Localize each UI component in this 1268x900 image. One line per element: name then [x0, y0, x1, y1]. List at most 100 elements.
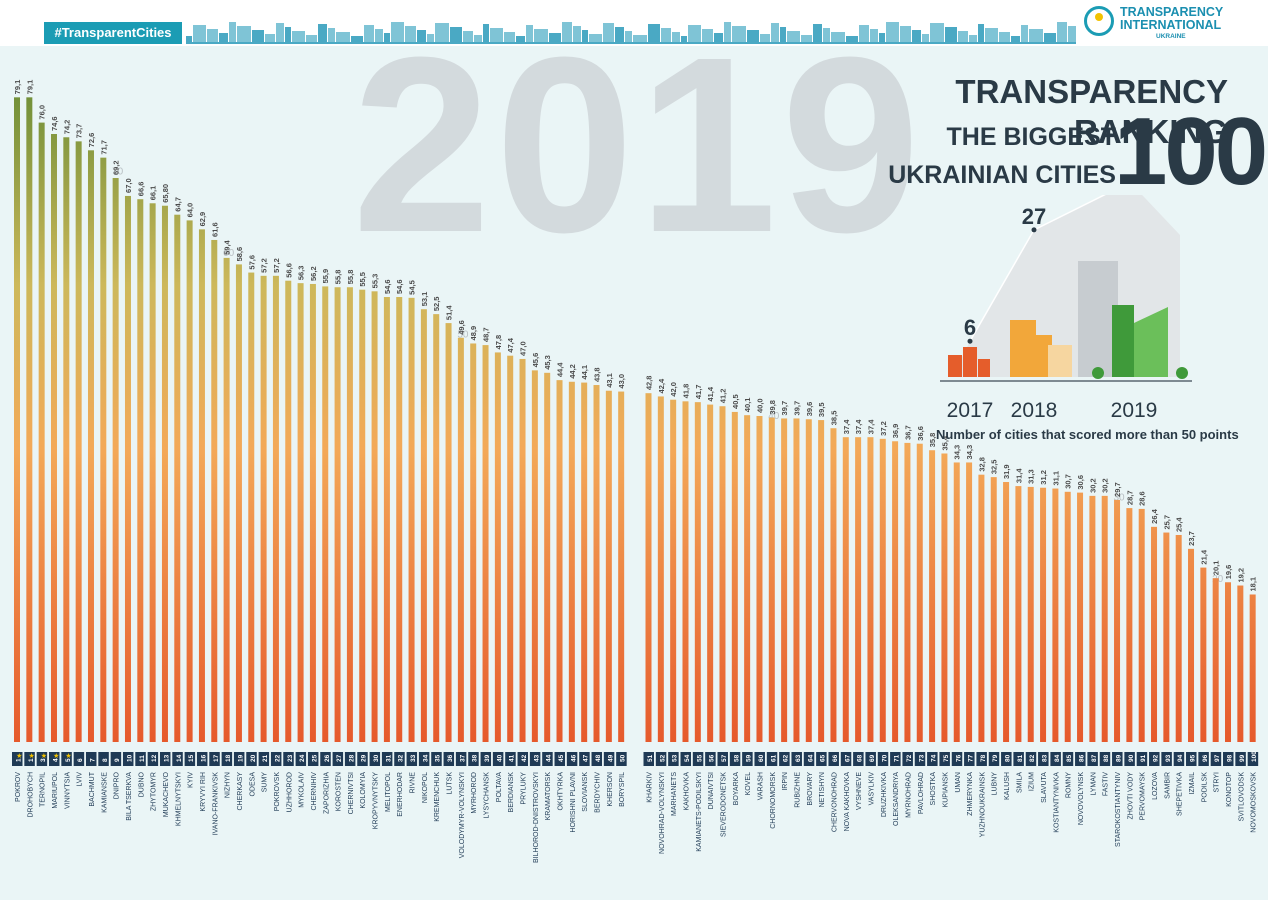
value-label: 35,4 [940, 435, 949, 450]
rank-label: 66 [832, 754, 839, 762]
value-label: 57,6 [247, 255, 256, 270]
skyline-building [879, 33, 885, 44]
rank-label: 19 [237, 754, 244, 762]
rank-box [1038, 752, 1049, 766]
rank-label: 6 [77, 758, 84, 762]
bar [892, 441, 899, 742]
value-label: 31,4 [1014, 468, 1023, 483]
rank-label: 65 [820, 754, 827, 762]
city-label: MARHANETS [671, 772, 678, 816]
city-label: BILA TSERKVA [126, 772, 133, 821]
bar [309, 283, 316, 742]
background-year: 2019 [352, 5, 925, 284]
skyline-building [846, 36, 858, 44]
skyline-building [252, 30, 264, 44]
value-label: 72,6 [87, 133, 96, 148]
value-label: 39,6 [805, 402, 814, 417]
skyline-building [474, 35, 482, 44]
rank-box [791, 752, 802, 766]
value-label: 28,6 [1138, 491, 1147, 506]
value-label: 39,5 [817, 402, 826, 417]
skyline-building [714, 33, 723, 44]
skyline-building [463, 31, 473, 44]
rank-box [754, 752, 765, 766]
value-label: 55,5 [358, 272, 367, 287]
value-label: 31,9 [1002, 464, 1011, 479]
reference-label: 30 [1113, 493, 1125, 504]
bar [1175, 534, 1182, 742]
value-label: 40,1 [743, 398, 752, 413]
skyline-building [1044, 33, 1056, 44]
inset-caption: Number of cities that scored more than 5… [936, 427, 1239, 442]
city-label: DNIPRO [114, 771, 121, 799]
rank-label: 74 [931, 754, 938, 762]
inset-tree [1176, 367, 1188, 379]
rank-label: 38 [472, 754, 479, 762]
rank-label: 82 [1029, 754, 1036, 762]
rank-label: 7 [89, 758, 96, 762]
rank-label: 46 [570, 754, 577, 762]
skyline-building [336, 32, 350, 44]
bar [581, 382, 588, 742]
bar [14, 97, 20, 742]
bar [531, 370, 538, 742]
value-label: 79,1 [13, 80, 22, 95]
skyline-building [516, 36, 525, 44]
rank-box [1247, 752, 1259, 766]
rank-label: 1 [16, 758, 23, 762]
value-label: 66,6 [136, 182, 145, 197]
city-label: NOVOMOSKOVSK [1251, 772, 1258, 833]
city-label: KHERSON [607, 772, 614, 807]
rank-box [914, 752, 926, 766]
skyline-building [405, 26, 416, 44]
skyline-building [1029, 29, 1043, 44]
city-label: KROPYVNYTSKY [373, 772, 380, 830]
value-label: 59,4 [223, 239, 232, 254]
rank-label: 73 [918, 754, 925, 762]
reference-label: 70 [112, 167, 124, 178]
skyline-building [450, 27, 462, 44]
logo-mark-icon [1084, 6, 1114, 36]
bar [855, 437, 862, 742]
rank-box [951, 752, 963, 766]
bar [1138, 508, 1145, 742]
skyline-building [193, 25, 206, 44]
skyline-building [681, 36, 687, 44]
value-label: 19,6 [1224, 565, 1233, 580]
hashtag-badge: #TransparentCities [44, 22, 182, 44]
transparency-international-logo: TRANSPARENCY INTERNATIONAL UKRAINE [1084, 4, 1264, 44]
value-label: 19,2 [1236, 568, 1245, 583]
title-line2: THE BIGGEST [946, 123, 1116, 151]
value-label: 30,2 [1101, 478, 1110, 493]
rank-box [320, 752, 331, 766]
rank-box [344, 752, 356, 766]
value-label: 71,7 [99, 140, 108, 155]
rank-label: 34 [422, 754, 429, 762]
city-label: BERDIANSK [508, 772, 515, 813]
rank-label: 58 [733, 754, 740, 762]
bar [1114, 499, 1121, 742]
bar [75, 141, 82, 743]
city-label: BILHOROD-DNISTROVSKYI [533, 772, 540, 863]
rank-label: 93 [1165, 754, 1172, 762]
rank-label: 86 [1079, 754, 1086, 762]
value-label: 41,4 [706, 386, 715, 401]
rank-box [1075, 752, 1086, 766]
city-label: ZAPORIZHIA [323, 772, 330, 814]
city-label: PERVOMAYSK [1140, 772, 1147, 821]
bar [396, 297, 403, 742]
city-label: DROHOBYCH [27, 772, 34, 818]
rank-box [803, 752, 815, 766]
city-label: KALUSH [1004, 772, 1011, 800]
city-label: KOROSTEN [336, 772, 343, 811]
skyline-building [886, 22, 899, 44]
city-label: ZHOVTI VODY [1127, 772, 1134, 820]
skyline-building [958, 31, 968, 44]
skyline-building [435, 23, 449, 44]
city-label: MUKACHEVO [163, 771, 170, 817]
skyline-building [490, 28, 503, 44]
skyline-building [625, 31, 632, 44]
rank-box [369, 752, 381, 766]
city-label: SLOVIANSK [582, 772, 589, 812]
skyline-building [292, 31, 305, 44]
